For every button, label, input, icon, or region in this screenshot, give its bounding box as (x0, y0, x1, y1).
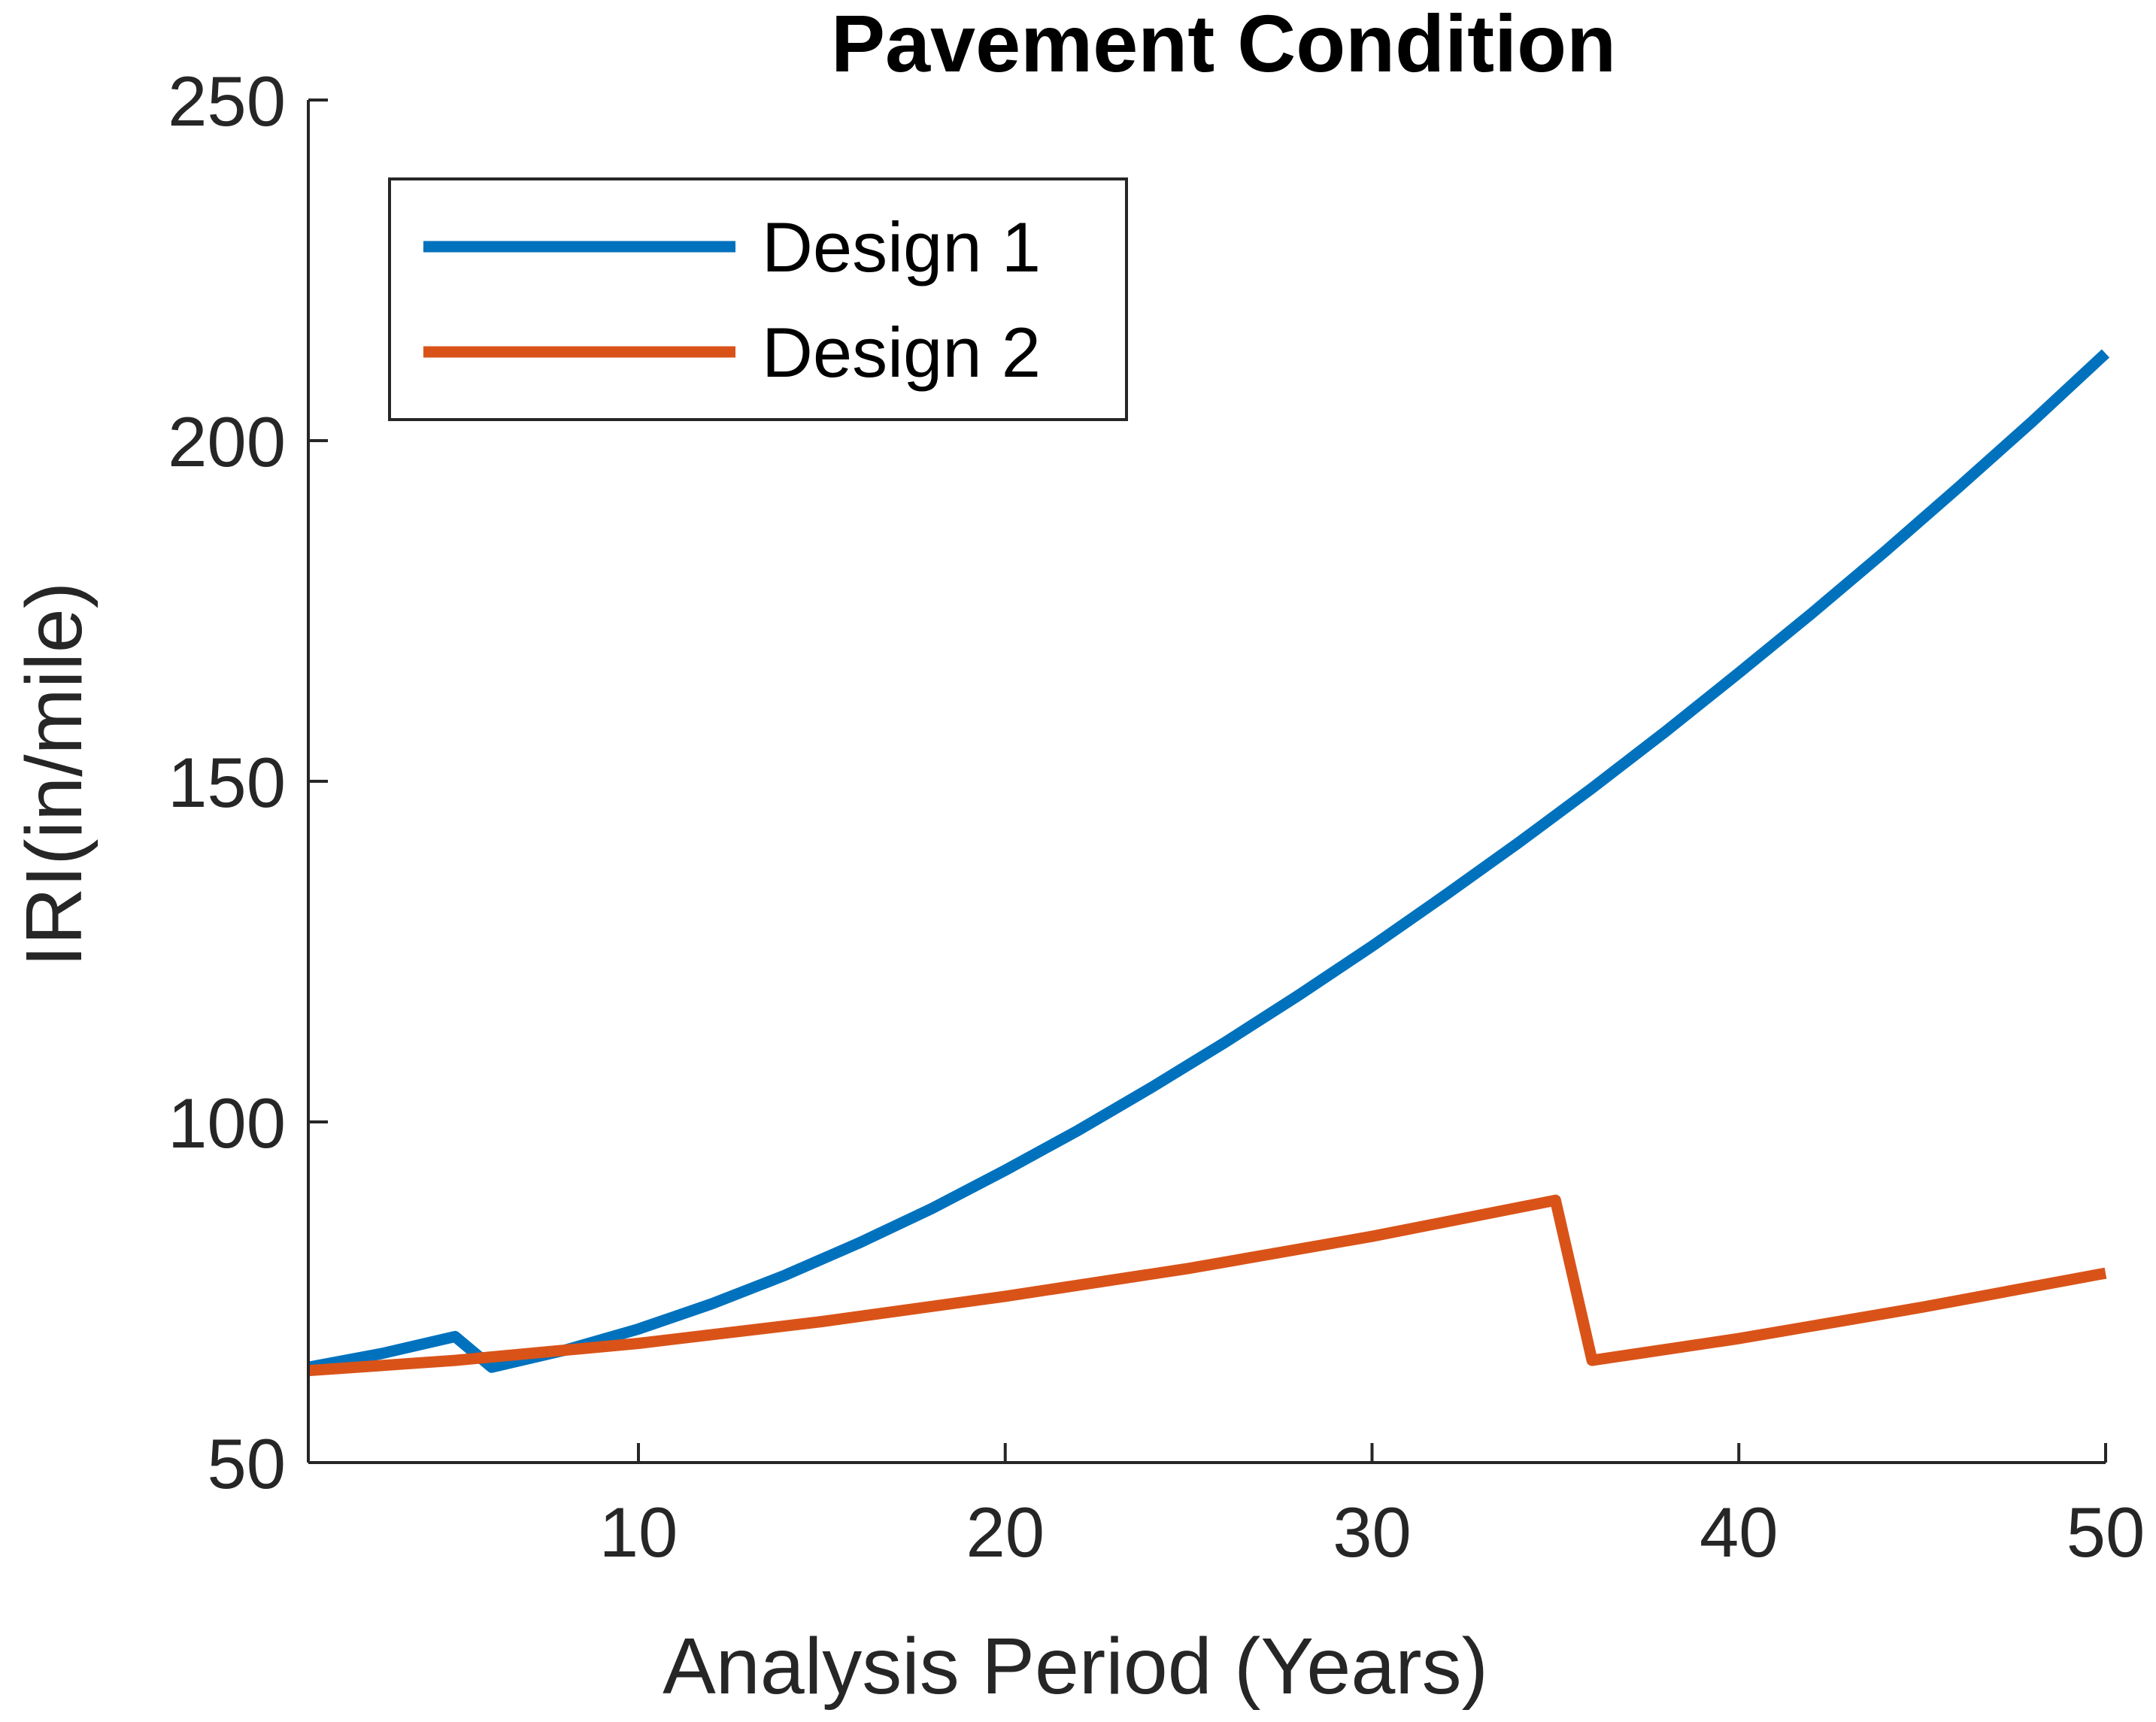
y-tick-label: 50 (207, 1424, 286, 1503)
x-tick-label: 30 (1333, 1493, 1412, 1572)
y-axis-label: IRI(in/mile) (10, 582, 99, 967)
series-layer (307, 349, 2110, 1377)
y-tick-label: 150 (168, 743, 286, 822)
x-tick-label: 20 (966, 1493, 1045, 1572)
x-axis-label: Analysis Period (Years) (663, 1622, 1488, 1711)
y-tick-label: 200 (168, 402, 286, 481)
x-tick-label: 40 (1700, 1493, 1778, 1572)
series-line-design-1 (307, 349, 2110, 1373)
legend: Design 1 Design 2 (388, 177, 1128, 421)
axes: 50 100 150 200 250 10 20 30 40 50 (168, 62, 2145, 1572)
y-tick-label: 100 (168, 1084, 286, 1163)
y-tick-label: 250 (168, 62, 286, 141)
legend-label-design-1: Design 1 (762, 208, 1041, 286)
series-line-design-2 (308, 1194, 2107, 1377)
chart-title: Pavement Condition (831, 0, 1616, 89)
x-tick-label: 50 (2067, 1493, 2145, 1572)
legend-label-design-2: Design 2 (762, 313, 1041, 392)
x-tick-label: 10 (599, 1493, 678, 1572)
legend-box (388, 177, 1128, 421)
